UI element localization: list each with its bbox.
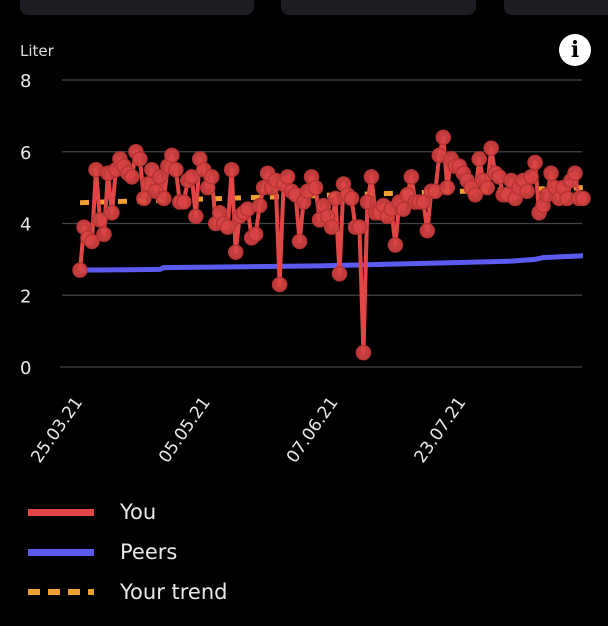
you-data-point	[479, 179, 495, 196]
y-axis-label: Liter	[20, 42, 55, 60]
legend-item-peers: Peers	[28, 540, 177, 564]
info-icon[interactable]: i	[559, 34, 591, 66]
you-data-point	[164, 147, 180, 164]
you-data-point	[132, 151, 148, 167]
you-data-point	[104, 204, 120, 221]
y-tick-label: 4	[20, 215, 31, 236]
you-data-point	[419, 222, 436, 239]
you-data-point	[439, 179, 456, 196]
you-data-point	[219, 219, 236, 235]
you-data-point	[527, 154, 543, 171]
y-tick-label: 8	[20, 71, 31, 92]
top-card-1[interactable]	[20, 0, 254, 15]
peers-line	[79, 253, 584, 273]
you-data-point	[343, 190, 360, 207]
you-data-point	[523, 169, 539, 185]
you-data-point	[72, 262, 88, 278]
you-data-point	[567, 165, 583, 182]
you-data-point	[271, 276, 288, 293]
you-data-point	[331, 265, 348, 282]
you-data-point	[543, 165, 559, 182]
you-data-point	[415, 194, 432, 210]
y-tick-label: 0	[20, 358, 31, 379]
top-card-2[interactable]	[281, 0, 476, 15]
x-tick-label: 23.07.21	[411, 393, 471, 466]
you-data-point	[307, 179, 324, 196]
you-data-point	[203, 169, 220, 185]
legend-label: Your trend	[120, 580, 228, 604]
water-usage-chart: Liter 0 2 4 6 8 25.03.21 05.05.21 07.06.21 23.07.…	[20, 42, 591, 467]
you-data-point	[152, 169, 168, 185]
you-data-point	[575, 190, 591, 207]
you-data-point	[467, 187, 483, 203]
legend-item-you: You	[28, 500, 156, 524]
you-data-point	[471, 151, 487, 167]
x-tick-label: 25.03.21	[27, 393, 87, 466]
y-tick-label: 2	[20, 286, 31, 307]
legend-label: Peers	[120, 540, 178, 564]
legend-swatch-peers	[28, 548, 94, 556]
you-data-point	[387, 237, 404, 253]
you-data-point	[247, 226, 264, 243]
you-data-point	[435, 129, 452, 146]
you-data-point	[227, 244, 244, 260]
top-card-3[interactable]	[504, 0, 608, 15]
you-data-point	[351, 219, 368, 235]
you-data-point	[519, 183, 535, 199]
you-data-point	[363, 169, 380, 185]
you-data-point	[176, 194, 192, 210]
you-data-point	[168, 161, 184, 178]
legend-label: You	[120, 500, 157, 524]
you-data-point	[359, 194, 376, 210]
you-data-point	[279, 169, 296, 185]
x-tick-label: 07.06.21	[283, 393, 343, 466]
you-data-point	[291, 233, 308, 250]
you-data-point	[403, 169, 420, 185]
you-data-point	[96, 226, 112, 243]
you-data-point	[483, 140, 499, 156]
you-data-point	[84, 233, 100, 250]
x-tick-label: 05.05.21	[155, 393, 215, 466]
you-data-point	[355, 344, 372, 361]
you-data-point	[223, 161, 240, 178]
you-data-point	[124, 169, 140, 185]
legend-swatch-trend	[28, 589, 94, 595]
legend-item-trend: Your trend	[28, 580, 227, 604]
you-data-point	[92, 212, 108, 228]
you-data-point	[188, 208, 204, 225]
y-tick-label: 6	[20, 143, 31, 164]
you-data-point	[136, 190, 152, 207]
you-data-point	[184, 169, 200, 185]
legend-swatch-you	[28, 508, 94, 516]
you-data-point	[395, 201, 412, 217]
you-data-point	[323, 219, 340, 235]
you-data-point	[251, 197, 268, 214]
you-data-point	[156, 190, 172, 207]
